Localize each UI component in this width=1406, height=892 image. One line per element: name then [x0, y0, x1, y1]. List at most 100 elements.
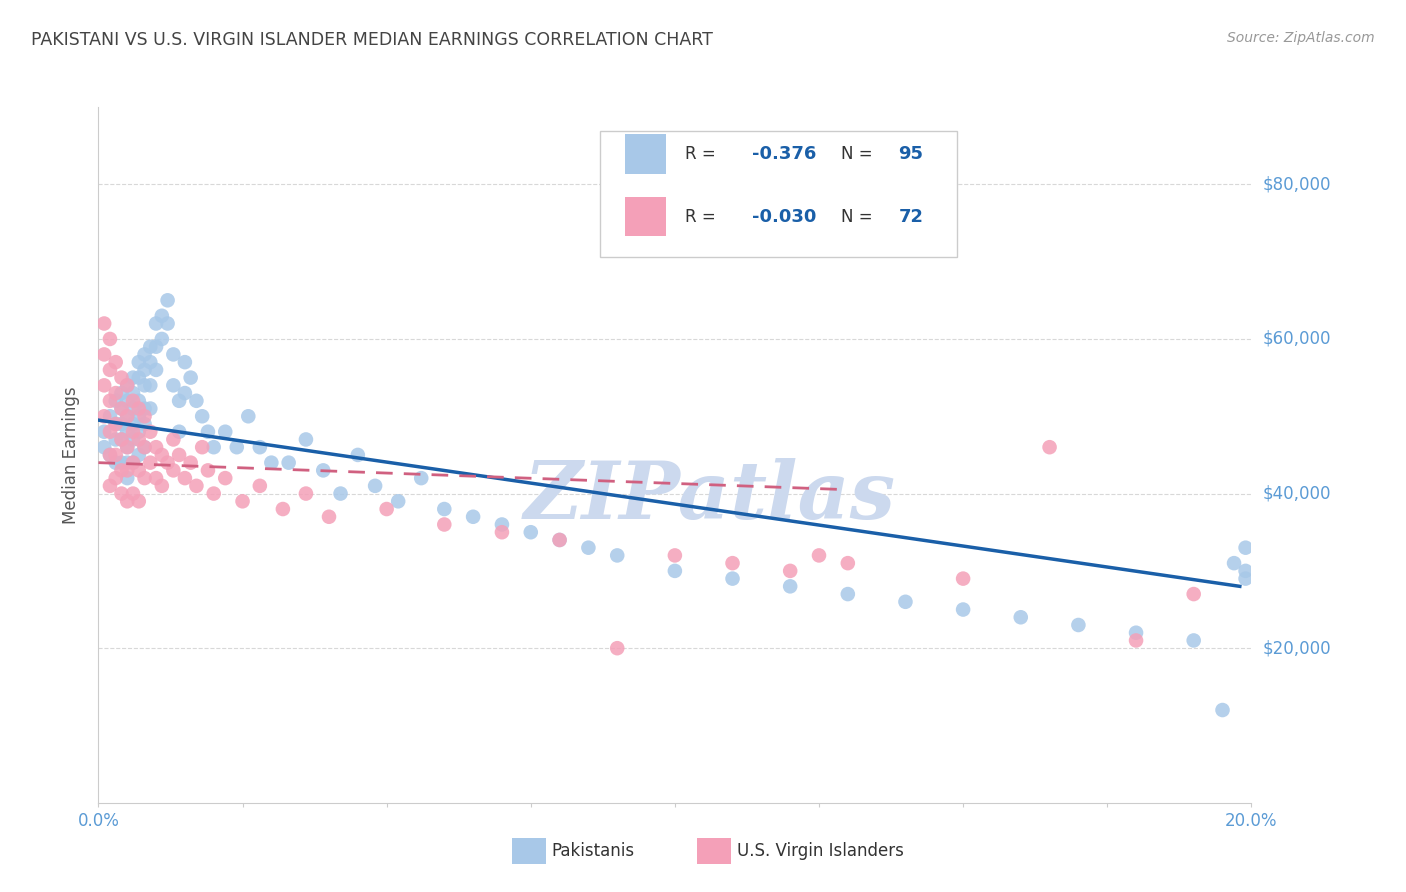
Text: $80,000: $80,000 — [1263, 176, 1331, 194]
Point — [180, 456, 202, 470]
Point — [98, 332, 121, 346]
Text: PAKISTANI VS U.S. VIRGIN ISLANDER MEDIAN EARNINGS CORRELATION CHART: PAKISTANI VS U.S. VIRGIN ISLANDER MEDIAN… — [31, 31, 713, 49]
Point — [150, 448, 173, 462]
Point — [93, 440, 115, 454]
Point — [128, 370, 150, 384]
Point — [167, 393, 190, 408]
Point — [318, 509, 340, 524]
Point — [110, 433, 132, 447]
Point — [93, 378, 115, 392]
Point — [520, 525, 543, 540]
Point — [491, 525, 513, 540]
Point — [122, 393, 145, 408]
FancyBboxPatch shape — [626, 134, 665, 174]
Point — [122, 386, 145, 401]
Point — [128, 494, 150, 508]
Point — [128, 393, 150, 408]
Point — [156, 293, 179, 308]
Point — [117, 494, 138, 508]
Point — [104, 355, 127, 369]
Text: Pakistanis: Pakistanis — [551, 842, 634, 860]
Point — [162, 347, 184, 361]
Point — [93, 409, 115, 424]
Point — [150, 332, 173, 346]
Point — [167, 448, 190, 462]
Point — [145, 363, 167, 377]
Point — [104, 393, 127, 408]
Point — [98, 409, 121, 424]
Point — [150, 479, 173, 493]
Text: N =: N = — [841, 145, 877, 163]
Point — [117, 471, 138, 485]
Point — [1010, 610, 1032, 624]
Point — [186, 393, 208, 408]
Point — [156, 317, 179, 331]
Point — [145, 317, 167, 331]
Point — [721, 572, 744, 586]
Point — [139, 378, 162, 392]
Point — [110, 463, 132, 477]
Point — [139, 456, 162, 470]
Point — [110, 370, 132, 384]
Point — [104, 386, 127, 401]
Point — [578, 541, 600, 555]
Point — [134, 440, 156, 454]
Point — [260, 456, 283, 470]
Point — [145, 440, 167, 454]
Text: R =: R = — [685, 208, 721, 226]
Point — [606, 641, 628, 656]
Point — [1038, 440, 1062, 454]
Point — [104, 456, 127, 470]
Point — [93, 425, 115, 439]
Point — [110, 456, 132, 470]
Point — [98, 425, 121, 439]
Text: Source: ZipAtlas.com: Source: ZipAtlas.com — [1227, 31, 1375, 45]
Point — [174, 471, 197, 485]
Point — [128, 401, 150, 416]
Point — [606, 549, 628, 563]
Point — [779, 579, 801, 593]
Point — [167, 425, 190, 439]
Text: R =: R = — [685, 145, 721, 163]
Point — [134, 378, 156, 392]
Point — [162, 463, 184, 477]
Point — [128, 463, 150, 477]
Point — [117, 378, 138, 392]
Point — [134, 409, 156, 424]
Point — [93, 317, 115, 331]
Y-axis label: Median Earnings: Median Earnings — [62, 386, 80, 524]
Point — [1234, 541, 1257, 555]
Point — [1182, 633, 1205, 648]
Point — [186, 479, 208, 493]
Point — [104, 417, 127, 431]
Point — [104, 417, 127, 431]
Text: $40,000: $40,000 — [1263, 484, 1331, 502]
Text: ZIPatlas: ZIPatlas — [523, 458, 896, 535]
Point — [329, 486, 352, 500]
Point — [461, 509, 484, 524]
Point — [117, 440, 138, 454]
Point — [122, 401, 145, 416]
Point — [134, 440, 156, 454]
Point — [197, 463, 219, 477]
Point — [1125, 625, 1147, 640]
Point — [225, 440, 247, 454]
Point — [375, 502, 398, 516]
Point — [1212, 703, 1234, 717]
Point — [134, 471, 156, 485]
Point — [1182, 587, 1205, 601]
Point — [214, 471, 236, 485]
Point — [117, 425, 138, 439]
Point — [93, 347, 115, 361]
Point — [134, 417, 156, 431]
Point — [779, 564, 801, 578]
Point — [191, 409, 214, 424]
FancyBboxPatch shape — [626, 197, 665, 236]
Point — [238, 409, 260, 424]
Point — [117, 409, 138, 424]
Point — [122, 370, 145, 384]
Point — [1223, 556, 1246, 570]
Point — [952, 602, 974, 616]
Point — [180, 370, 202, 384]
Point — [548, 533, 571, 547]
